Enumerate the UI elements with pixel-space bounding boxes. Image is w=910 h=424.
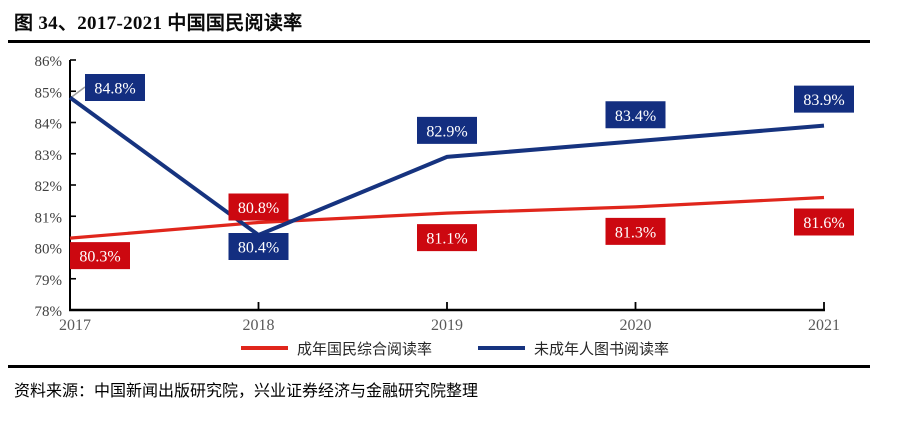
- y-tick-label: 84%: [35, 117, 63, 133]
- adult-data-label-box: [70, 242, 130, 270]
- adult-data-label-value: 81.6%: [803, 215, 844, 232]
- y-tick-label: 85%: [35, 85, 63, 101]
- x-tick-label: 2020: [620, 317, 652, 334]
- adult-data-label-box: [794, 208, 854, 236]
- y-tick-label: 83%: [35, 148, 63, 164]
- x-tick-label: 2017: [59, 317, 91, 334]
- y-tick-label: 81%: [35, 210, 63, 226]
- minor-data-label-box: [605, 101, 666, 129]
- x-tick-label: 2019: [431, 317, 463, 334]
- adult-data-label-box: [228, 193, 289, 221]
- y-tick-label: 86%: [35, 54, 63, 70]
- minor-series-swatch: [478, 346, 525, 350]
- chart-legend: 成年国民综合阅读率 未成年人图书阅读率: [0, 337, 910, 359]
- legend-item-minor: 未成年人图书阅读率: [478, 338, 669, 359]
- adult-series-line: [69, 195, 825, 240]
- adult-series-swatch: [240, 346, 288, 350]
- minor-data-label-value: 84.8%: [94, 81, 135, 98]
- y-tick-label: 82%: [35, 179, 63, 195]
- y-tick-label: 80%: [35, 242, 63, 258]
- source-note: 资料来源：中国新闻出版研究院，兴业证券经济与金融研究院整理: [14, 383, 479, 400]
- legend-item-adult: 成年国民综合阅读率: [240, 338, 432, 359]
- x-tick-label: 2021: [808, 317, 840, 334]
- minor-data-label-value: 83.4%: [615, 108, 656, 125]
- minor-data-label-box: [417, 116, 477, 144]
- adult-data-label-box: [605, 217, 666, 245]
- adult-data-label-value: 81.1%: [426, 231, 467, 248]
- callout-leader-line: [70, 86, 86, 99]
- line-chart: 78% 79% 80% 81% 82% 83% 84% 85% 86% 2017 2018 2019 2…: [35, 54, 854, 334]
- footer-divider: [8, 365, 870, 368]
- y-tick-label: 78%: [35, 304, 63, 320]
- minor-data-label-box: [85, 74, 145, 101]
- adult-data-label-value: 81.3%: [615, 224, 656, 241]
- adult-series-label: 成年国民综合阅读率: [296, 341, 432, 358]
- minor-series-line: [68, 95, 825, 238]
- minor-data-label-value: 83.9%: [803, 92, 844, 109]
- adult-data-label-value: 80.3%: [79, 249, 120, 266]
- adult-data-label-value: 80.8%: [238, 200, 279, 217]
- minor-series-label: 未成年人图书阅读率: [534, 341, 670, 358]
- adult-data-label-box: [417, 224, 477, 252]
- x-tick-label: 2018: [243, 317, 275, 334]
- minor-data-label-box: [794, 85, 854, 113]
- minor-data-label-value: 82.9%: [426, 123, 467, 140]
- figure-header: 图 34、2017-2021 中国国民阅读率: [8, 0, 870, 43]
- y-tick-label: 79%: [35, 273, 63, 289]
- minor-data-label-box: [228, 233, 289, 260]
- minor-data-label-value: 80.4%: [238, 240, 279, 257]
- figure-title: 图 34、2017-2021 中国国民阅读率: [14, 13, 303, 34]
